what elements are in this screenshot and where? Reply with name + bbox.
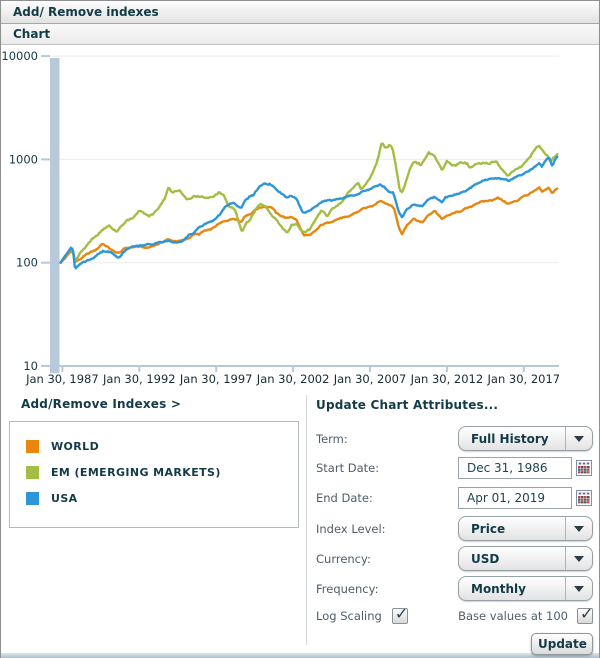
frequency-dropdown[interactable]: Monthly [458, 576, 593, 601]
frequency-row: Frequency: Monthly [316, 576, 593, 601]
x-axis-label: Jan 30, 2017 [487, 372, 561, 386]
legend-item: WORLD [18, 433, 298, 459]
legend-swatch [26, 465, 39, 479]
start-date-label: Start Date: [316, 461, 380, 475]
end-date-row: End Date: [316, 487, 593, 509]
chevron-down-icon[interactable] [565, 577, 592, 600]
tab-chart[interactable]: Chart [1, 24, 599, 45]
legend-label: USA [51, 491, 78, 505]
x-axis-label: Jan 30, 1992 [102, 372, 176, 386]
legend-item: EM (EMERGING MARKETS) [18, 459, 298, 485]
log-scaling-checkbox[interactable] [391, 604, 408, 624]
legend-label: EM (EMERGING MARKETS) [51, 465, 221, 479]
panel-header: Add/ Remove indexes [1, 1, 599, 24]
legend-box: WORLD EM (EMERGING MARKETS) USA [9, 421, 299, 528]
calendar-icon[interactable] [576, 460, 593, 476]
base-values-checkbox[interactable] [577, 604, 593, 624]
legend-item: USA [18, 485, 298, 511]
x-axis-label: Jan 30, 1997 [179, 372, 253, 386]
legend-swatch [26, 439, 39, 453]
y-axis-label: 10 [23, 359, 38, 373]
chart-footer-panel: Add/Remove Indexes > WORLD EM (EMERGING M… [1, 391, 599, 655]
bottom-border-bar [1, 653, 599, 658]
index-level-dropdown[interactable]: Price [458, 516, 593, 541]
series-line-world [59, 186, 559, 264]
x-axis-label: Jan 30, 1987 [25, 372, 99, 386]
y-axis-label: 1000 [9, 152, 38, 166]
end-date-input[interactable] [458, 487, 572, 509]
chart-attributes-form: Update Chart Attributes... Term: Full Hi… [316, 398, 593, 655]
calendar-icon[interactable] [576, 490, 593, 506]
term-dropdown[interactable]: Full History [458, 426, 593, 451]
index-level-value: Price [471, 521, 506, 536]
term-row: Term: Full History [316, 426, 593, 451]
x-axis-label: Jan 30, 2007 [333, 372, 407, 386]
start-date-input[interactable] [458, 457, 572, 479]
end-date-label: End Date: [316, 491, 373, 505]
log-scaling-label: Log Scaling [316, 608, 382, 623]
frequency-label: Frequency: [316, 581, 379, 596]
currency-label: Currency: [316, 551, 371, 566]
chevron-down-icon[interactable] [565, 547, 592, 570]
x-axis-label: Jan 30, 2002 [256, 372, 330, 386]
panel-title: Add/ Remove indexes [13, 5, 159, 19]
term-label: Term: [316, 431, 348, 446]
chart-tab-label: Chart [13, 27, 51, 41]
y-axis-label: 100 [16, 256, 38, 270]
currency-row: Currency: USD [316, 546, 593, 571]
series-line-usa [59, 155, 559, 270]
start-date-row: Start Date: [316, 457, 593, 479]
update-attributes-heading: Update Chart Attributes... [316, 398, 499, 412]
currency-dropdown[interactable]: USD [458, 546, 593, 571]
y-axis-band [50, 58, 60, 373]
legend-label: WORLD [51, 439, 100, 453]
frequency-value: Monthly [471, 581, 526, 596]
chart-area: 10 100 1000 10000 Jan 30, 1987 Jan 30, 1992 Ja… [1, 45, 599, 391]
chevron-down-icon[interactable] [565, 517, 592, 540]
index-level-label: Index Level: [316, 521, 386, 536]
update-button[interactable]: Update [531, 633, 593, 655]
term-value: Full History [471, 431, 549, 446]
legend-swatch [26, 491, 39, 505]
base-values-label: Base values at 100 [458, 608, 568, 623]
update-row: Update [316, 633, 593, 655]
chevron-down-icon[interactable] [565, 427, 592, 450]
scaling-options-row: Log Scaling Base values at 100 [316, 604, 593, 624]
y-axis-label: 10000 [1, 49, 38, 63]
series-line-em-emerging-markets [59, 142, 559, 264]
section-divider [306, 395, 307, 645]
add-remove-indexes-link[interactable]: Add/Remove Indexes > [21, 397, 182, 411]
currency-value: USD [471, 551, 500, 566]
x-axis-label: Jan 30, 2012 [410, 372, 484, 386]
index-level-row: Index Level: Price [316, 516, 593, 541]
